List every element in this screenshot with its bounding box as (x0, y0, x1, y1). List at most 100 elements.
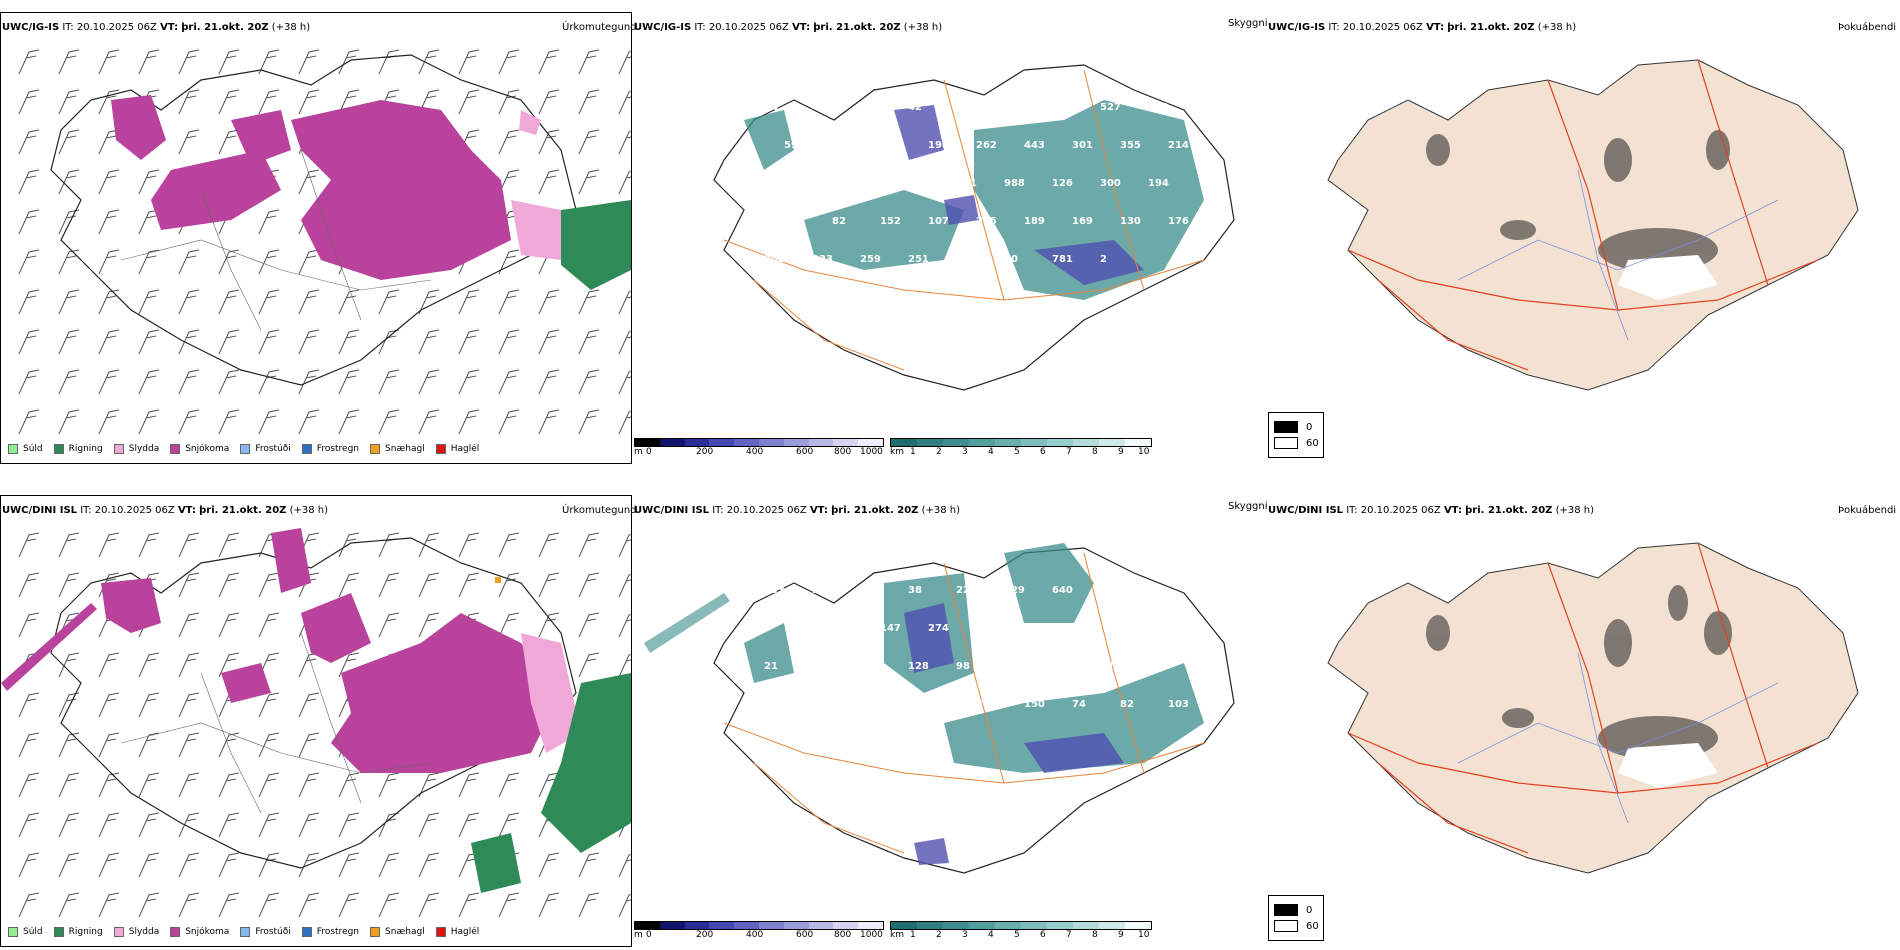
wind-barb (98, 692, 120, 718)
cloud-height-label: 215 (976, 699, 997, 710)
wind-barb (578, 409, 600, 435)
scale-tick: 800 (834, 930, 852, 940)
cloud-height-label: 251 (1148, 661, 1169, 672)
cloud-height-label: 21 (764, 661, 778, 672)
wind-barb (498, 289, 520, 315)
scale-tick: 6 (1040, 447, 1046, 457)
wind-barb (98, 49, 120, 75)
scale-tick: 1 (910, 447, 916, 457)
scale-tick: 4 (988, 930, 994, 940)
wind-barb (458, 812, 480, 838)
cloud-height-label: 226 (956, 585, 977, 596)
scale-tick: 1000 (860, 447, 883, 457)
wind-barb (18, 732, 40, 758)
wind-barb (178, 49, 200, 75)
blue-fields (894, 105, 1144, 285)
cloud-height-label: 158 (1100, 585, 1121, 596)
cloud-height-label: 82 (832, 216, 846, 227)
wind-barb (178, 652, 200, 678)
wind-barb (58, 812, 80, 838)
wind-barb (58, 572, 80, 598)
snow-streak (1, 603, 97, 691)
panel-title: Þokuábendi (1838, 505, 1897, 516)
legend-item: Haglél (435, 444, 479, 454)
wind-barb (98, 652, 120, 678)
wind-barb (218, 89, 240, 115)
cloud-height-label: 301 (1072, 140, 1093, 151)
cloud-height-label: 198 (928, 140, 949, 151)
wind-barb (418, 612, 440, 638)
wind-barb (218, 249, 240, 275)
wind-barb (458, 532, 480, 558)
wind-barb (578, 369, 600, 395)
row2-cloud-panel: UWC/DINI ISL IT: 20.10.2025 06Z VT: þri.… (634, 495, 1324, 947)
scale-tick: 200 (696, 447, 714, 457)
wind-barb (418, 409, 440, 435)
wind-barb (418, 772, 440, 798)
wind-barb (578, 892, 600, 918)
cloud-height-label: 130 (1120, 216, 1141, 227)
wind-barb (218, 852, 240, 878)
wind-barb (498, 369, 520, 395)
wind-barb (298, 329, 320, 355)
wind-barb (618, 614, 631, 638)
row2-precip-panel: UWC/DINI ISL IT: 20.10.2025 06Z VT: þri.… (0, 495, 637, 947)
fog-legend: 0 60 (1268, 895, 1324, 941)
legend-swatch (113, 927, 124, 937)
fog-swatch (1274, 904, 1298, 916)
cloud-height-label: 98 (956, 661, 970, 672)
scale-tick: 400 (746, 930, 764, 940)
cloud-height-label: 355 (1120, 140, 1141, 151)
cloud-height-label: 988 (1004, 178, 1025, 189)
wind-barb (378, 852, 400, 878)
wind-barb (138, 249, 160, 275)
fog-swatch (1274, 421, 1298, 433)
wind-barb (58, 772, 80, 798)
wind-barb (498, 409, 520, 435)
wind-barb (418, 89, 440, 115)
cloud-height-label: 242 (928, 699, 949, 710)
wind-barb (178, 612, 200, 638)
wind-barb (578, 169, 600, 195)
scale-tick: 600 (796, 447, 814, 457)
wind-barb (578, 532, 600, 558)
wind-barb (258, 89, 280, 115)
wind-barb (578, 612, 600, 638)
wind-barb (418, 369, 440, 395)
wind-barb (298, 772, 320, 798)
wind-barb (178, 409, 200, 435)
wind-barb (218, 812, 240, 838)
legend-item: Frostúði (240, 927, 291, 937)
cloud-height-label: 300 (1100, 178, 1121, 189)
legend-swatch (370, 444, 381, 454)
wind-barb (178, 732, 200, 758)
wind-barb (18, 612, 40, 638)
cloud-height-label: 2 (1100, 254, 1107, 265)
wind-barb (258, 249, 280, 275)
wind-barb (98, 369, 120, 395)
cloud-height-label: 261 (956, 178, 977, 189)
cloud-height-label: 640 (1052, 585, 1073, 596)
wind-barb (58, 329, 80, 355)
visibility-map-2 (1327, 542, 1859, 874)
wind-barb (618, 331, 631, 355)
cloud-height-label: 403 (812, 102, 833, 113)
legend-swatch (301, 444, 312, 454)
wind-barb (538, 169, 560, 195)
wind-barb (498, 532, 520, 558)
cloud-height-label: 205 (976, 216, 997, 227)
wind-barb (458, 409, 480, 435)
scale-tick: 1 (910, 930, 916, 940)
wind-barb (538, 409, 560, 435)
wind-barb (58, 852, 80, 878)
road-lines (1347, 59, 1819, 371)
panel-header: UWC/IG-IS IT: 20.10.2025 06Z VT: þri. 21… (634, 22, 943, 33)
legend-item: Frostregn (301, 927, 359, 937)
cloud-height-label: 259 (860, 254, 881, 265)
panel-header: UWC/DINI ISL IT: 20.10.2025 06Z VT: þri.… (1268, 505, 1595, 516)
cloud-height-label: 70 (1004, 254, 1018, 265)
cloud-height-label: 781 (1052, 254, 1073, 265)
cloud-height-label: 126 (880, 140, 901, 151)
wind-barb (258, 772, 280, 798)
cloud-height-label: 20 (1052, 102, 1066, 113)
